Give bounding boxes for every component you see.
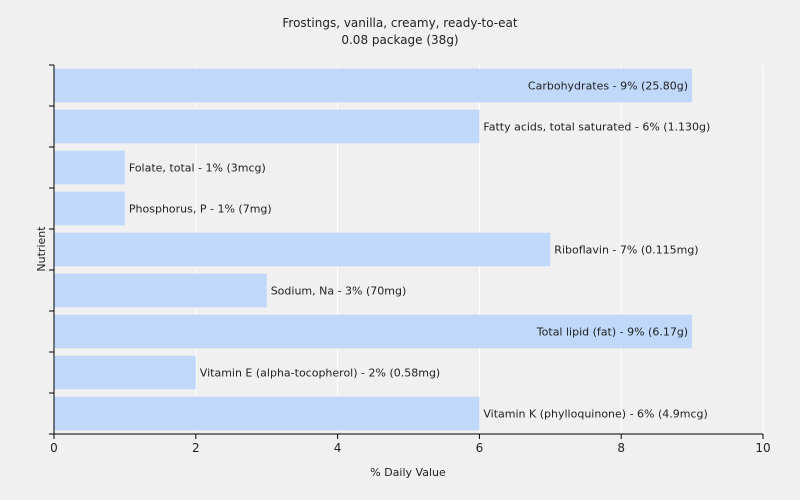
bar-label: Fatty acids, total saturated - 6% (1.130… <box>483 121 710 134</box>
x-axis-ticks: 0 2 4 6 8 10 <box>50 434 771 455</box>
x-tick-label: 0 <box>50 441 58 455</box>
bar-labels: Carbohydrates - 9% (25.80g) Fatty acids, … <box>129 80 710 421</box>
chart-subtitle: 0.08 package (38g) <box>341 33 458 47</box>
bar <box>54 68 693 103</box>
x-tick-label: 10 <box>755 441 770 455</box>
x-tick-label: 2 <box>192 441 200 455</box>
y-axis-ticks <box>49 64 54 435</box>
bar <box>54 191 125 226</box>
x-tick-label: 4 <box>334 441 342 455</box>
bar <box>54 232 551 267</box>
bar-label: Riboflavin - 7% (0.115mg) <box>554 244 698 257</box>
bar-label: Vitamin K (phylloquinone) - 6% (4.9mcg) <box>483 408 707 421</box>
y-axis-label: Nutrient <box>35 226 48 272</box>
bar <box>54 355 196 390</box>
x-axis-label: % Daily Value <box>370 466 446 479</box>
bar-label: Carbohydrates - 9% (25.80g) <box>528 80 688 93</box>
bar-label: Folate, total - 1% (3mcg) <box>129 162 266 175</box>
bar-label: Total lipid (fat) - 9% (6.17g) <box>536 326 688 339</box>
bar <box>54 396 480 431</box>
bar-label: Sodium, Na - 3% (70mg) <box>271 285 407 298</box>
bars <box>54 68 693 431</box>
bar <box>54 273 267 308</box>
x-tick-label: 8 <box>617 441 625 455</box>
x-tick-label: 6 <box>476 441 484 455</box>
chart-title: Frostings, vanilla, creamy, ready-to-eat <box>282 16 517 30</box>
bar-label: Phosphorus, P - 1% (7mg) <box>129 203 272 216</box>
bar <box>54 109 480 144</box>
bar <box>54 150 125 185</box>
bar-label: Vitamin E (alpha-tocopherol) - 2% (0.58m… <box>200 367 440 380</box>
bar <box>54 314 693 349</box>
